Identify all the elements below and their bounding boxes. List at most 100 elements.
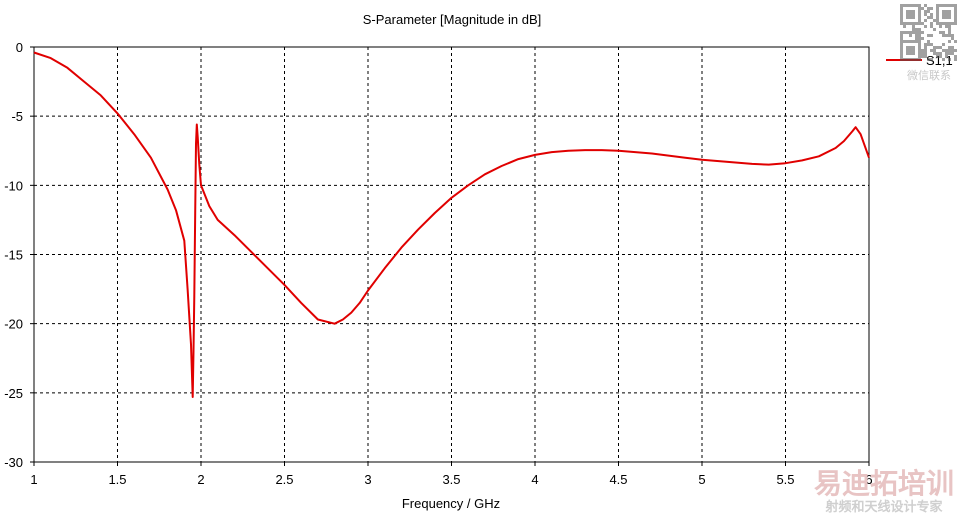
brand-watermark: 易迪拓培训 <box>814 467 954 500</box>
qr-module <box>900 10 903 13</box>
qr-module <box>906 40 909 43</box>
qr-module <box>906 46 909 49</box>
qr-module <box>945 13 948 16</box>
qr-module <box>954 58 957 61</box>
qr-module <box>951 52 954 55</box>
qr-module <box>936 13 939 16</box>
qr-module <box>912 13 915 16</box>
qr-module <box>951 46 954 49</box>
qr-module <box>921 55 924 58</box>
qr-module <box>936 52 939 55</box>
qr-module <box>954 22 957 25</box>
qr-module <box>900 40 903 43</box>
qr-module <box>945 10 948 13</box>
qr-module <box>909 10 912 13</box>
qr-module <box>906 52 909 55</box>
qr-module <box>939 55 942 58</box>
qr-module <box>945 52 948 55</box>
qr-module <box>912 40 915 43</box>
qr-module <box>948 46 951 49</box>
qr-module <box>909 34 912 37</box>
qr-module <box>942 16 945 19</box>
qr-module <box>939 52 942 55</box>
y-tick-label: -10 <box>4 178 23 193</box>
qr-module <box>903 25 906 28</box>
x-axis-label: Frequency / GHz <box>402 496 500 511</box>
qr-module <box>936 22 939 25</box>
qr-module <box>918 16 921 19</box>
qr-module <box>906 31 909 34</box>
qr-module <box>918 46 921 49</box>
qr-module <box>954 10 957 13</box>
qr-module <box>900 49 903 52</box>
qr-module <box>912 4 915 7</box>
qr-module <box>918 55 921 58</box>
qr-module <box>921 31 924 34</box>
qr-module <box>954 40 957 43</box>
qr-module <box>948 58 951 61</box>
qr-module <box>900 7 903 10</box>
x-tick-label: 1.5 <box>108 472 126 487</box>
qr-module <box>918 37 921 40</box>
qr-module <box>903 58 906 61</box>
qr-module <box>930 16 933 19</box>
qr-module <box>954 49 957 52</box>
qr-module <box>909 22 912 25</box>
qr-module <box>921 7 924 10</box>
qr-module <box>954 16 957 19</box>
qr-module <box>915 4 918 7</box>
qr-module <box>948 28 951 31</box>
qr-module <box>912 31 915 34</box>
x-tick-label: 5.5 <box>776 472 794 487</box>
grid-lines <box>34 47 869 462</box>
qr-module <box>948 25 951 28</box>
qr-module <box>948 16 951 19</box>
qr-module <box>912 46 915 49</box>
qr-module <box>951 49 954 52</box>
qr-module <box>903 22 906 25</box>
qr-module <box>909 31 912 34</box>
qr-module <box>945 49 948 52</box>
qr-module <box>933 46 936 49</box>
qr-module <box>948 31 951 34</box>
qr-module <box>942 22 945 25</box>
qr-module <box>933 19 936 22</box>
x-tick-label: 2 <box>197 472 204 487</box>
qr-module <box>948 49 951 52</box>
qr-module <box>924 49 927 52</box>
tagline-watermark: 射频和天线设计专家 <box>824 499 943 515</box>
qr-module <box>930 22 933 25</box>
qr-module <box>900 22 903 25</box>
axis-ticks: 1 1.5 2 2.5 3 3.5 4 4.5 5 5.5 6 0 -5 -10 -15 -20 -25 -30 <box>4 40 872 487</box>
qr-module <box>936 55 939 58</box>
qr-module <box>924 4 927 7</box>
x-tick-label: 6 <box>865 472 872 487</box>
qr-module <box>936 10 939 13</box>
qr-module <box>915 22 918 25</box>
qr-module <box>921 52 924 55</box>
qr-module <box>921 22 924 25</box>
qr-module <box>942 49 945 52</box>
qr-module <box>912 25 915 28</box>
qr-module <box>948 22 951 25</box>
qr-module <box>918 7 921 10</box>
x-tick-label: 3 <box>364 472 371 487</box>
qr-module <box>945 34 948 37</box>
qr-module <box>948 4 951 7</box>
qr-module <box>912 58 915 61</box>
qr-module <box>924 25 927 28</box>
qr-module <box>942 43 945 46</box>
x-tick-label: 3.5 <box>442 472 460 487</box>
qr-module <box>918 58 921 61</box>
qr-module <box>909 40 912 43</box>
qr-module <box>921 37 924 40</box>
qr-module <box>918 19 921 22</box>
qr-module <box>921 49 924 52</box>
qr-module <box>909 58 912 61</box>
qr-module <box>909 16 912 19</box>
qr-module <box>915 34 918 37</box>
qr-code-watermark <box>900 4 957 61</box>
qr-module <box>924 55 927 58</box>
qr-module <box>948 40 951 43</box>
